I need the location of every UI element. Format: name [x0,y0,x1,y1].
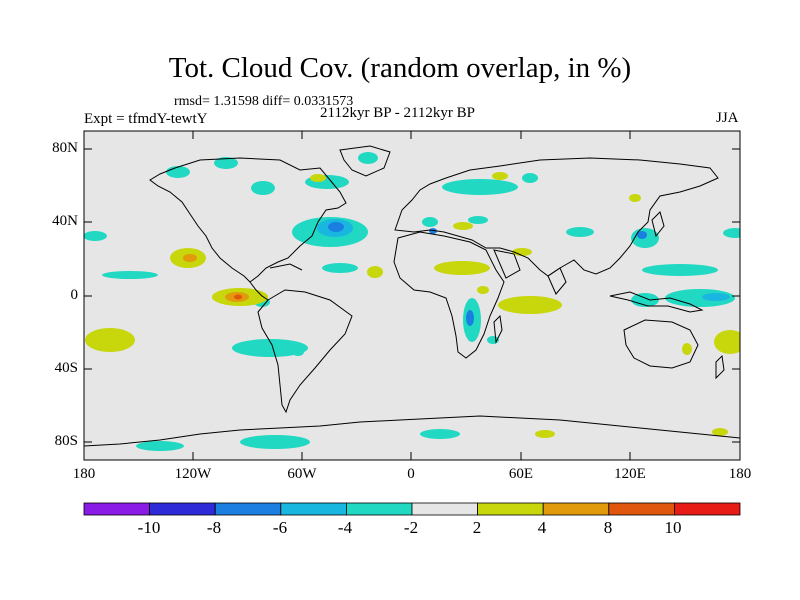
colorbar-label: -4 [337,518,353,537]
period-label: 2112kyr BP - 2112kyr BP [320,105,476,121]
axis-ticks [84,131,740,460]
colorbar-label: -8 [206,518,222,537]
colorbar-segment [83,502,150,516]
y-tick-label: 80N [52,140,78,156]
y-tick-label: 40S [54,360,78,376]
colorbar-segment [411,502,478,516]
x-tick-label: 60E [508,466,534,482]
colorbar-segment [674,502,741,516]
x-tick-label: 120E [614,466,646,482]
colorbar-segment [280,502,347,516]
anomaly-patches [84,152,740,451]
x-tick-label: 180 [728,466,752,482]
colorbar-label: -2 [403,518,419,537]
colorbar-label: 10 [664,518,682,537]
colorbar-segment [608,502,675,516]
y-tick-label: 0 [70,287,79,303]
colorbar-label: 2 [472,518,482,537]
map-background [84,131,740,460]
colorbar [83,502,741,516]
colorbar-segment [214,502,282,516]
x-tick-label: 0 [407,466,415,482]
colorbar-label: -6 [272,518,288,537]
colorbar-label: -10 [137,518,161,537]
colorbar-segment [542,502,610,516]
colorbar-segment [345,502,413,516]
coastlines [84,145,740,447]
map-title: Tot. Cloud Cov. (random overlap, in %) [168,52,632,84]
experiment-label: Expt = tfmdY-tewtY [84,111,208,127]
season-label: JJA [716,110,739,126]
colorbar-segment [477,502,544,516]
y-tick-label: 80S [54,433,78,449]
colorbar-label: 4 [537,518,547,537]
stats-label: rmsd= 1.31598 diff= 0.0331573 [174,94,354,109]
y-tick-label: 40N [52,213,78,229]
colorbar-segment [149,502,216,516]
colorbar-label: 8 [603,518,613,537]
x-tick-label: 60W [287,466,317,482]
x-tick-label: 120W [174,466,212,482]
x-tick-label: 180 [72,466,96,482]
